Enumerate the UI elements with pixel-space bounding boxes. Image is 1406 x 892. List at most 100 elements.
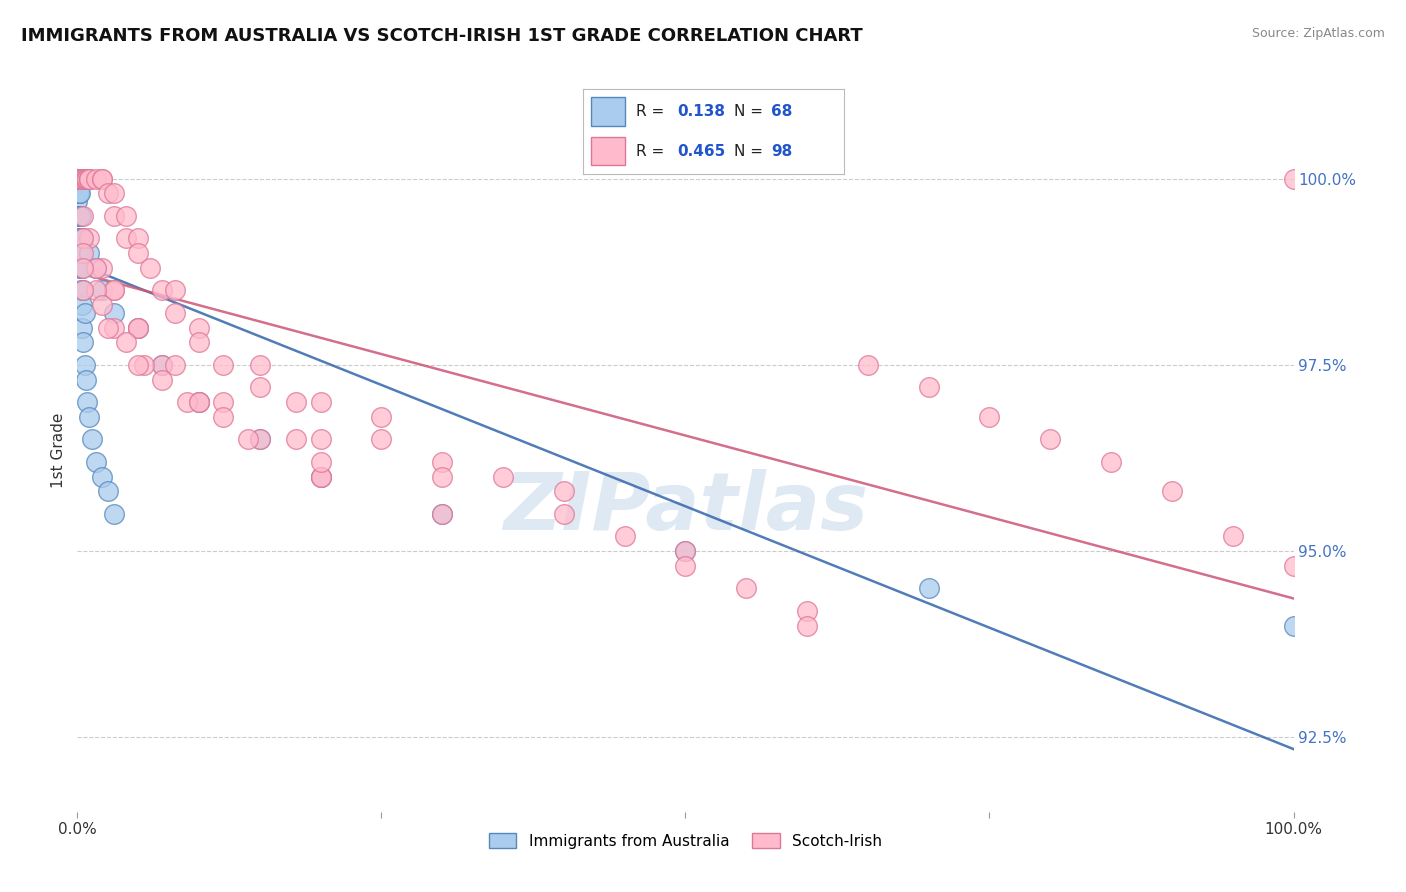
Point	[97, 320, 120, 334]
Point	[69, 209, 91, 223]
Point	[69, 231, 91, 245]
Point	[103, 283, 125, 297]
Text: Source: ZipAtlas.com: Source: ZipAtlas.com	[1251, 27, 1385, 40]
Point	[103, 507, 125, 521]
Point	[66, 171, 89, 186]
Point	[103, 283, 125, 297]
Text: IMMIGRANTS FROM AUSTRALIA VS SCOTCH-IRISH 1ST GRADE CORRELATION CHART: IMMIGRANTS FROM AUSTRALIA VS SCOTCH-IRIS…	[21, 27, 863, 45]
Point	[66, 186, 89, 201]
Point	[90, 171, 112, 186]
Point	[70, 298, 93, 312]
Point	[675, 558, 697, 573]
Point	[69, 246, 91, 260]
Point	[66, 171, 89, 186]
Point	[72, 246, 94, 260]
Point	[72, 283, 94, 297]
Point	[70, 260, 93, 275]
Point	[285, 395, 308, 409]
Point	[69, 260, 91, 275]
Point	[90, 260, 112, 275]
Point	[72, 260, 94, 275]
Point	[66, 171, 89, 186]
Point	[1161, 484, 1184, 499]
Point	[309, 395, 332, 409]
Point	[212, 395, 235, 409]
Point	[67, 186, 90, 201]
Point	[76, 171, 98, 186]
Point	[249, 432, 271, 446]
FancyBboxPatch shape	[592, 97, 626, 126]
Point	[80, 432, 103, 446]
Point	[212, 358, 235, 372]
Point	[152, 283, 174, 297]
Point	[139, 260, 162, 275]
Point	[236, 432, 259, 446]
Point	[90, 298, 112, 312]
Point	[67, 186, 90, 201]
Point	[1222, 529, 1244, 543]
Point	[188, 395, 211, 409]
Legend: Immigrants from Australia, Scotch-Irish: Immigrants from Australia, Scotch-Irish	[482, 827, 889, 855]
Point	[72, 209, 94, 223]
Point	[675, 544, 697, 558]
Point	[84, 283, 107, 297]
Point	[127, 246, 149, 260]
Point	[79, 171, 101, 186]
Point	[370, 409, 392, 424]
Point	[370, 432, 392, 446]
Point	[212, 409, 235, 424]
Text: 0.138: 0.138	[678, 103, 725, 119]
Point	[66, 171, 89, 186]
Point	[188, 335, 211, 350]
Point	[430, 507, 453, 521]
Point	[613, 529, 636, 543]
Point	[309, 432, 332, 446]
Point	[152, 358, 174, 372]
Point	[84, 260, 107, 275]
Point	[72, 231, 94, 245]
Point	[72, 231, 94, 245]
Point	[70, 209, 93, 223]
Point	[69, 231, 91, 245]
Point	[79, 231, 101, 245]
Point	[70, 246, 93, 260]
Point	[70, 171, 93, 186]
Point	[73, 358, 96, 372]
Point	[163, 283, 186, 297]
Point	[70, 320, 93, 334]
Point	[90, 171, 112, 186]
Point	[430, 455, 453, 469]
Point	[675, 544, 697, 558]
Text: ZIPatlas: ZIPatlas	[503, 469, 868, 548]
Point	[66, 171, 89, 186]
Point	[1039, 432, 1062, 446]
Point	[67, 171, 90, 186]
Point	[188, 395, 211, 409]
Point	[72, 335, 94, 350]
Point	[1282, 558, 1305, 573]
Point	[66, 171, 89, 186]
Point	[856, 358, 879, 372]
Point	[79, 171, 101, 186]
Point	[90, 283, 112, 297]
Text: R =: R =	[636, 144, 669, 159]
Point	[66, 194, 89, 208]
Point	[66, 171, 89, 186]
Point	[70, 260, 93, 275]
Y-axis label: 1st Grade: 1st Grade	[51, 413, 66, 488]
Point	[430, 469, 453, 483]
Point	[163, 306, 186, 320]
Point	[66, 171, 89, 186]
Point	[553, 484, 575, 499]
Point	[103, 320, 125, 334]
Point	[115, 231, 138, 245]
Point	[70, 171, 93, 186]
Point	[918, 581, 941, 595]
Point	[309, 469, 332, 483]
Point	[152, 373, 174, 387]
Point	[1282, 618, 1305, 632]
Text: N =: N =	[734, 144, 768, 159]
Point	[79, 409, 101, 424]
Point	[67, 171, 90, 186]
Point	[285, 432, 308, 446]
